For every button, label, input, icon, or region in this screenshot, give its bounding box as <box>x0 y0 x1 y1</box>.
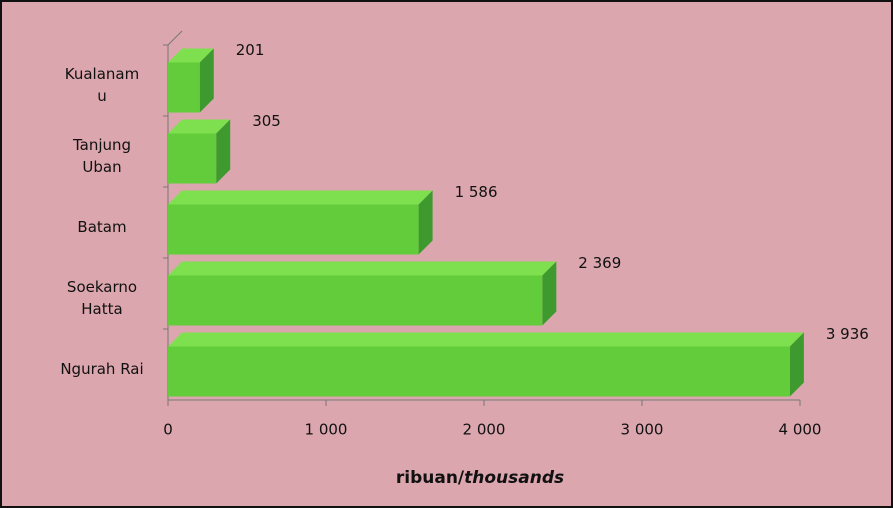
bar-side <box>199 48 214 113</box>
x-tick-label: 3 000 <box>621 421 664 439</box>
bar-side <box>418 190 433 255</box>
x-tick-label: 4 000 <box>779 421 822 439</box>
bar-top <box>168 190 433 205</box>
y-tick-label: Ngurah Rai <box>60 359 144 378</box>
value-label: 2 369 <box>578 254 621 272</box>
x-tick-label: 1 000 <box>305 421 348 439</box>
bar <box>168 275 543 326</box>
bar-top <box>168 48 214 63</box>
bar-top <box>168 332 804 347</box>
bar <box>168 133 217 184</box>
value-label: 1 586 <box>455 183 498 201</box>
y-tick-label: Kualanam u <box>64 64 140 105</box>
value-label: 201 <box>236 41 265 59</box>
x-tick-label: 0 <box>163 421 173 439</box>
y-tick-label: Tanjung Uban <box>72 135 132 176</box>
bar <box>168 204 419 255</box>
x-axis-title-part: thousands <box>464 468 564 488</box>
bar-side <box>542 261 557 326</box>
bar <box>168 62 200 113</box>
bar <box>168 346 790 397</box>
bar-top <box>168 119 231 134</box>
y-axis-depth <box>167 30 183 46</box>
y-tick-label: Soekarno Hatta <box>66 277 138 318</box>
x-tick-label: 2 000 <box>463 421 506 439</box>
bar-top <box>168 261 557 276</box>
bar-side <box>789 332 804 397</box>
x-axis-title-part: ribuan/ <box>396 468 465 488</box>
y-tick-label: Batam <box>77 217 127 236</box>
value-label: 3 936 <box>826 325 869 343</box>
bar-side <box>216 119 231 184</box>
x-axis-title: ribuan/thousands <box>396 468 564 488</box>
value-label: 305 <box>252 112 281 130</box>
